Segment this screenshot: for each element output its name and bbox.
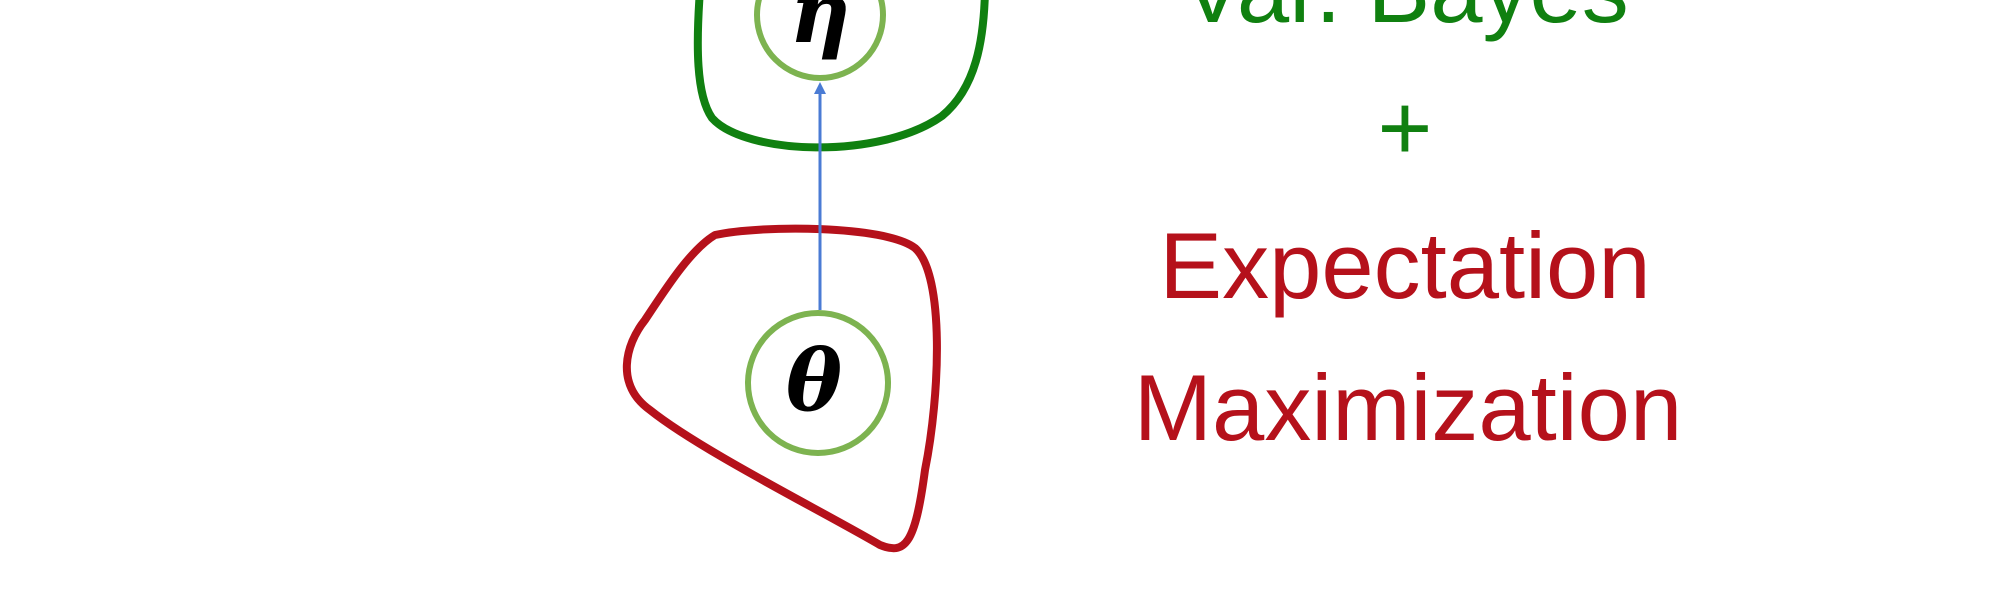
variational-bayes-label: Var. Bayes	[1181, 0, 1629, 42]
plus-label: +	[1378, 75, 1433, 180]
eta-node	[754, 0, 886, 81]
variational-bayes-plate	[693, 0, 989, 152]
maximization-label: Maximization	[1134, 355, 1683, 460]
expectation-maximization-plate	[622, 224, 941, 553]
theta-symbol: θ	[786, 331, 842, 430]
eta-symbol: η	[789, 0, 850, 62]
theta-node	[745, 310, 891, 456]
expectation-label: Expectation	[1159, 213, 1650, 318]
